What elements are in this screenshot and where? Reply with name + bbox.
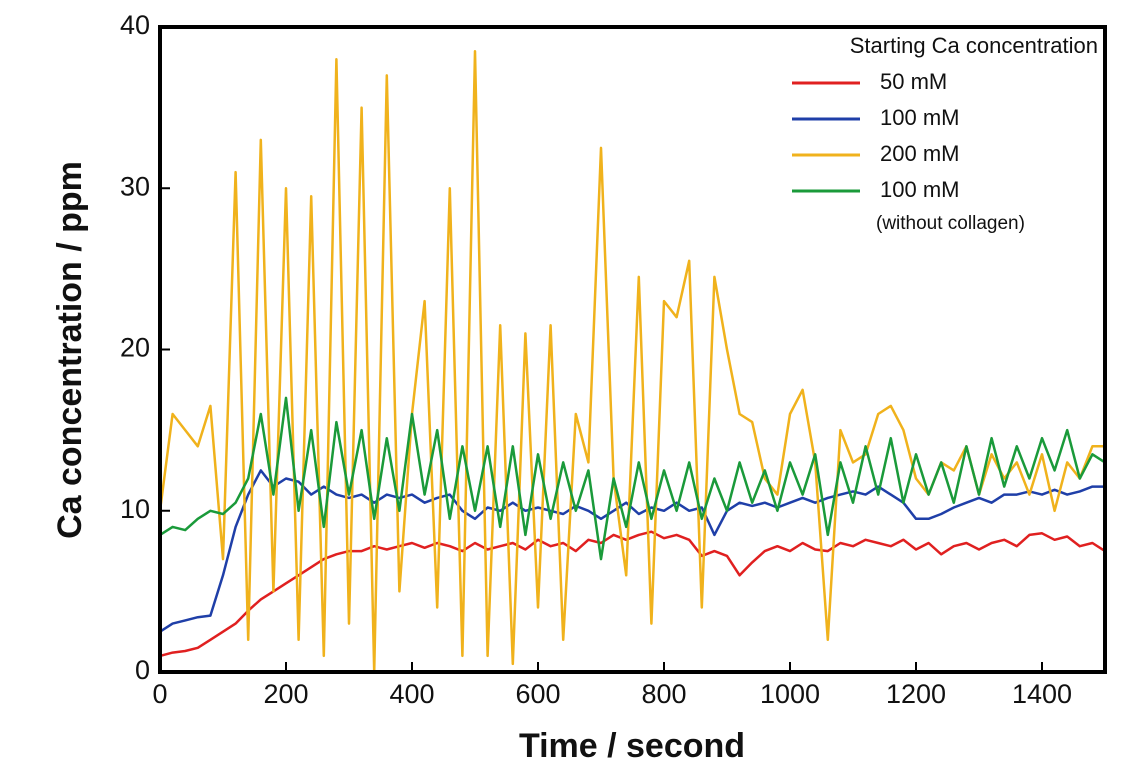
plot-frame [158, 25, 1107, 674]
legend-title: Starting Ca concentration [850, 33, 1098, 58]
y-tick-label: 10 [120, 494, 150, 524]
x-tick-label: 1000 [760, 679, 820, 709]
legend-label: 200 mM [880, 141, 959, 166]
y-tick-label: 30 [120, 171, 150, 201]
x-tick-label: 1200 [886, 679, 946, 709]
x-tick-label: 200 [263, 679, 308, 709]
legend-label: 50 mM [880, 69, 947, 94]
y-axis-title: Ca concentration / ppm [51, 161, 89, 539]
y-tick-label: 40 [120, 10, 150, 40]
y-tick-label: 20 [120, 333, 150, 363]
data-line [159, 469, 1105, 633]
x-axis-title: Time / second [519, 727, 745, 765]
legend-label: 100 mM [880, 105, 959, 130]
x-tick-label: 800 [641, 679, 686, 709]
x-tick-label: 1400 [1012, 679, 1072, 709]
legend-label: 100 mM [880, 177, 959, 202]
x-tick-label: 0 [152, 679, 167, 709]
data-line [158, 49, 1105, 674]
x-tick-label: 400 [389, 679, 434, 709]
legend-sublabel: (without collagen) [876, 213, 1025, 234]
y-tick-label: 0 [135, 655, 150, 685]
data-line [159, 530, 1106, 658]
x-tick-label: 600 [515, 679, 560, 709]
data-line [159, 396, 1106, 561]
